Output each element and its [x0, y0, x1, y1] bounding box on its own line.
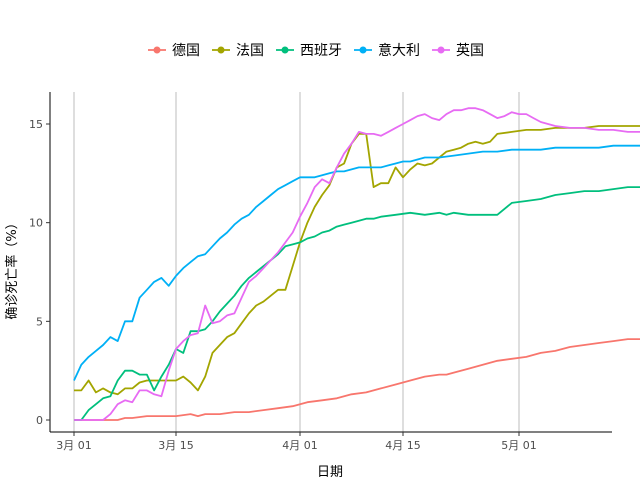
- legend-item-2[interactable]: 法国: [212, 43, 264, 59]
- x-tick-label: 3月 15: [158, 439, 194, 452]
- y-tick-label: 0: [36, 414, 43, 427]
- plot-series: 4.414.911.913.914.6: [73, 107, 640, 421]
- legend-label: 德国: [172, 43, 200, 59]
- x-tick-label: 4月 01: [282, 439, 318, 452]
- x-tick-label: 5月 01: [501, 439, 537, 452]
- y-axis-title: 确诊死亡率（%）: [4, 216, 20, 319]
- legend-item-5[interactable]: 英国: [432, 42, 484, 59]
- series-line-1: [74, 338, 640, 421]
- legend-item-3[interactable]: 西班牙: [276, 43, 342, 59]
- legend-key-point: [281, 46, 289, 54]
- series-line-5: [74, 107, 640, 421]
- grid: [73, 92, 520, 432]
- legend-item-4[interactable]: 意大利: [354, 42, 420, 59]
- legend-key-point: [217, 46, 225, 54]
- series-line-2: [74, 125, 640, 396]
- legend-key-point: [359, 46, 367, 54]
- series-line-3: [74, 186, 640, 421]
- legend-key-point: [437, 46, 445, 54]
- x-axis-title: 日期: [317, 465, 343, 480]
- legend-key-point: [153, 46, 161, 54]
- legend: 德国 法国 西班牙 意大利 英国: [148, 42, 484, 59]
- legend-label: 意大利: [378, 42, 420, 59]
- legend-label: 法国: [236, 43, 264, 59]
- x-tick-label: 4月 15: [385, 439, 421, 452]
- legend-label: 西班牙: [300, 43, 342, 59]
- x-tick-label: 3月 01: [56, 439, 92, 452]
- y-tick-label: 5: [36, 315, 43, 328]
- series-line-4: [73, 144, 640, 381]
- legend-label: 英国: [456, 42, 484, 59]
- axes: 0 5 10 15 3月 01 3月 15 4月 01 4月 15 5月 01: [29, 92, 612, 452]
- y-tick-label: 10: [29, 217, 43, 230]
- y-tick-label: 15: [29, 118, 43, 131]
- legend-item-1[interactable]: 德国: [148, 43, 200, 59]
